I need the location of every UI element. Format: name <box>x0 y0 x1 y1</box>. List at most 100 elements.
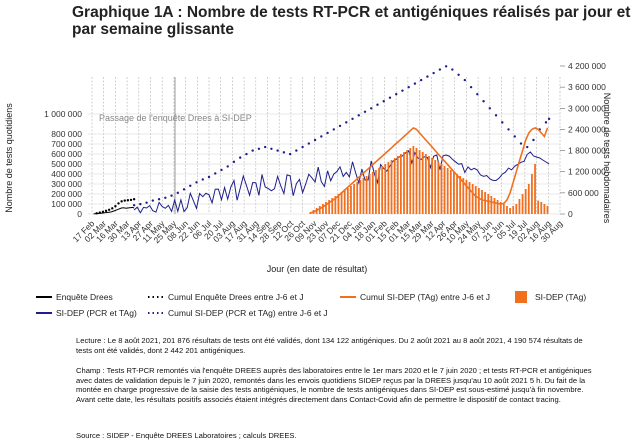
tag-bar <box>515 204 518 214</box>
cumul-dot <box>270 147 273 151</box>
tag-bar <box>468 182 471 214</box>
cumul-dot <box>95 212 98 215</box>
cumul-dot <box>126 199 130 202</box>
tag-bar <box>309 212 312 214</box>
tag-bar <box>531 174 533 214</box>
tag-bar <box>346 188 349 214</box>
cumul-dot <box>313 138 317 142</box>
tag-bar <box>337 194 340 214</box>
y-left-tick-label: 500 000 <box>51 159 82 169</box>
cumul-dot <box>451 68 454 71</box>
plot-area <box>93 65 551 215</box>
cumul-dot <box>332 128 335 131</box>
cumul-dot <box>488 107 491 110</box>
y-axis-left-title: Nombre de tests quotidiens <box>4 103 14 213</box>
tag-bar <box>471 184 474 214</box>
y-right-tick-label: 0 <box>568 209 573 219</box>
notes-champ: Champ : Tests RT-PCR remontés via l'enqu… <box>76 366 596 404</box>
tag-bar <box>509 208 511 214</box>
notes-source: Source : SIDEP - Enquête DREES Laboratoi… <box>76 431 596 441</box>
cumul-dot <box>257 147 261 151</box>
lecture-text: Lecture : Le 8 août 2021, 201 876 résult… <box>76 336 583 355</box>
tag-bar <box>474 186 477 214</box>
cumul-dot <box>513 135 516 138</box>
cumul-dot <box>245 152 248 156</box>
tag-bar <box>350 186 352 214</box>
y-left-tick-label: 700 000 <box>51 139 82 149</box>
tag-bar <box>459 176 462 214</box>
tag-bar <box>506 206 508 214</box>
legend-swatch <box>515 291 527 303</box>
tag-bar <box>362 178 365 214</box>
tag-bar <box>490 196 493 214</box>
tag-bar <box>431 158 433 214</box>
tag-bar <box>437 162 440 214</box>
cumul-dot <box>176 191 179 195</box>
cumul-dot <box>326 131 329 135</box>
grid <box>88 77 561 215</box>
y-left-tick-label: 0 <box>77 209 82 219</box>
cumul-dot <box>419 78 423 82</box>
cumul-dot <box>307 142 311 145</box>
tag-bar <box>315 208 318 214</box>
cumul-dot <box>120 200 123 203</box>
tag-bar <box>393 158 396 214</box>
tag-bar <box>481 190 483 214</box>
cumul-dot <box>338 124 342 128</box>
tag-bar <box>527 184 530 214</box>
tag-bar <box>415 148 418 214</box>
cumul-dot <box>226 165 229 168</box>
cumul-dot <box>232 160 236 164</box>
tag-bar <box>462 178 465 214</box>
y-left-tick-label: 1 000 000 <box>44 109 82 119</box>
tag-bar <box>318 206 321 214</box>
y-left-tick-label: 300 000 <box>51 179 82 189</box>
tag-bar <box>359 180 362 214</box>
cumul-dot <box>111 207 114 210</box>
cumul-dot <box>282 151 286 154</box>
tag-bar <box>325 202 327 214</box>
y-left-tick-label: 400 000 <box>51 169 82 179</box>
cumul-dot <box>107 208 111 211</box>
cumul-dot <box>288 152 292 156</box>
cumul-dot <box>463 78 467 82</box>
cumul-dot <box>170 194 173 197</box>
cumul-dot <box>101 210 105 214</box>
cumul-dot <box>123 199 126 202</box>
cumul-dot <box>351 117 354 121</box>
tag-bar <box>321 204 324 214</box>
cumul-dot <box>117 202 120 205</box>
tag-bar <box>343 190 346 214</box>
tag-bar <box>456 174 458 214</box>
tag-bar <box>353 184 355 214</box>
tag-bar <box>521 194 524 214</box>
tag-bar <box>496 200 499 214</box>
legend: Enquête Drees Cumul Enquête Drees entre J… <box>36 291 586 318</box>
cumul-dot <box>320 135 323 138</box>
cumul-dot <box>388 96 392 99</box>
cumul-dot <box>98 211 102 214</box>
tag-bar <box>387 162 390 214</box>
annotation-text: Passage de l'enquête Drees à SI-DEP <box>99 113 252 123</box>
cumul-dot <box>129 198 133 202</box>
cumul-dot <box>151 199 155 202</box>
tag-bar <box>340 192 343 214</box>
tag-bar <box>403 152 405 214</box>
y-right-tick-label: 4 200 000 <box>568 61 606 71</box>
cumul-dot <box>132 203 136 207</box>
tag-bar <box>493 198 496 214</box>
cumul-dot <box>239 156 242 159</box>
tag-bar <box>537 200 540 214</box>
tag-bar <box>334 196 337 214</box>
y-right-tick-label: 3 000 000 <box>568 103 606 113</box>
cumul-dot <box>476 92 479 96</box>
tag-bar <box>331 198 334 214</box>
series-line-2 <box>133 149 550 214</box>
cumul-dot <box>139 202 142 206</box>
cumul-dot <box>519 142 523 145</box>
tag-bar <box>396 156 399 214</box>
cumul-dot <box>494 114 498 117</box>
cumul-dot <box>501 121 504 124</box>
cumul-dot <box>276 149 279 152</box>
tag-bar <box>546 206 549 214</box>
